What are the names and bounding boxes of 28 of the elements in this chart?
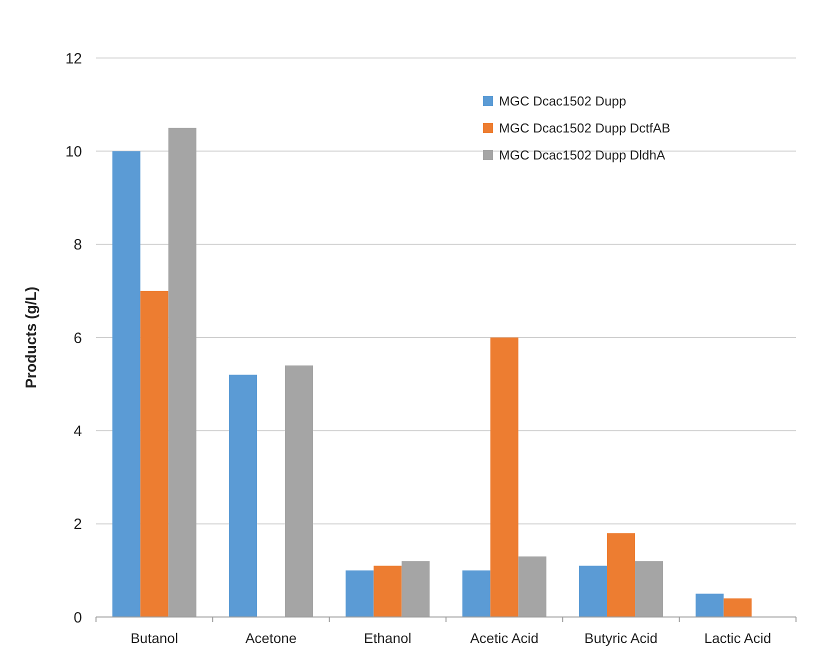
x-tick-label: Acetic Acid	[470, 630, 539, 646]
bar	[112, 151, 140, 617]
legend-label: MGC Dcac1502 Dupp DctfAB	[499, 120, 670, 136]
bar	[140, 290, 168, 617]
bar	[462, 570, 490, 617]
y-tick-label: 2	[74, 516, 82, 534]
y-tick-label: 10	[65, 143, 82, 160]
x-tick-label: Acetone	[245, 630, 297, 646]
bar	[490, 338, 518, 617]
x-tick-label: Lactic Acid	[704, 630, 772, 646]
y-tick-label: 12	[65, 50, 82, 68]
legend-label: MGC Dcac1502 Dupp DldhA	[499, 148, 666, 163]
y-tick-label: 4	[74, 422, 82, 440]
x-tick-label: Ethanol	[364, 630, 412, 646]
x-tick-label: Butyric Acid	[584, 630, 658, 646]
bar	[229, 374, 257, 617]
y-tick-label: 8	[74, 236, 82, 254]
y-axis-title: Products (g/L)	[23, 286, 40, 388]
bar	[579, 566, 607, 617]
bar	[607, 533, 635, 617]
bar	[696, 594, 724, 617]
legend-label: MGC Dcac1502 Dupp	[499, 94, 626, 109]
x-tick-label: Butanol	[130, 630, 178, 646]
y-tick-label: 0	[74, 609, 82, 626]
bar	[724, 598, 752, 617]
y-tick-label: 6	[74, 330, 82, 347]
bar	[346, 570, 374, 617]
bar	[374, 566, 402, 617]
